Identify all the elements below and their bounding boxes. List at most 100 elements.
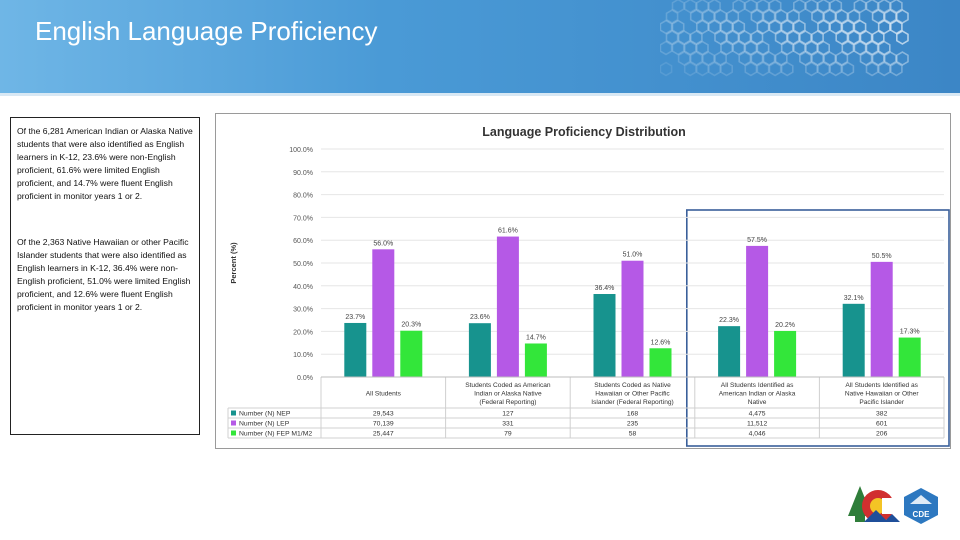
hexagon-decoration [660,19,673,35]
hexagon-decoration [853,0,867,14]
hexagon-decoration [695,40,709,56]
y-axis-label: Percent (%) [229,242,238,284]
hexagon-decoration [689,51,703,66]
hexagon-decoration [871,30,885,45]
bar-data-label: 51.0% [623,252,643,259]
hexagon-decoration [829,19,843,35]
hexagon-decoration [744,40,758,56]
bar-data-label: 20.2% [775,322,795,329]
hexagon-decoration [660,61,673,77]
hexagon-decoration [756,0,770,14]
bar-chart: Language Proficiency Distribution 0.0% 10.… [227,125,950,447]
hexagon-decoration [702,9,715,24]
hexagon-decoration [768,19,782,35]
legend-swatch [231,420,236,426]
hexagon-decoration [871,9,885,24]
hexagon-decoration [720,19,733,35]
bar-data-label: 50.5% [872,253,892,260]
hexagon-decoration [671,19,685,35]
bar [621,260,644,377]
mountain-icon [864,510,900,522]
bar [746,245,769,377]
bar [344,322,367,377]
cde-mountain-icon [910,495,932,504]
colorado-c-gap [882,498,896,514]
hexagon-decoration [714,9,727,24]
bar-data-label: 23.6% [470,314,490,321]
hexagon-decoration [793,19,806,35]
hexagon-decoration [756,61,770,77]
hexagon-decoration [890,0,903,14]
highlight-frame [685,209,950,447]
bar-data-label: 36.4% [595,285,615,292]
hexagon-decoration [896,30,909,45]
y-tick-label: 80.0% [293,193,313,200]
table-cell: 4,046 [749,431,766,438]
bar [842,303,865,377]
bar-data-label: 56.0% [373,240,393,247]
bar [593,294,616,377]
y-tick-label: 40.0% [293,284,313,291]
bar-data-label: 20.3% [401,322,421,329]
hexagon-decoration [774,30,788,45]
hexagon-decoration [896,51,909,66]
x-category-label: All Students Identified as American India… [719,382,796,406]
hexagon-decoration [883,51,897,66]
bar [400,330,423,377]
x-category-label: Students Coded as American Indian or Alas… [465,382,551,406]
table-cell: 235 [627,421,639,428]
hexagon-decoration [890,61,903,77]
hexagon-decoration [835,9,849,24]
hexagon-decoration [720,40,733,56]
chart-title: Language Proficiency Distribution [482,125,686,139]
hexagon-decoration [859,51,873,66]
hexagon-decoration [683,0,697,14]
summary-paragraph-pacific-islander: Of the 2,363 Native Hawaiian or other Pa… [17,237,191,312]
bar-data-label: 32.1% [844,295,864,302]
table-cell: 25,447 [373,431,394,438]
hexagon-decoration [738,51,752,66]
hexagon-decoration [896,9,909,24]
hexagon-decoration [793,0,806,14]
hexagon-decoration [714,51,727,66]
bar-data-label: 22.3% [719,317,739,324]
hexagon-decoration [805,0,818,14]
hexagon-decoration [817,61,830,77]
hexagon-decoration [865,0,879,14]
bar-data-label: 14.7% [526,334,546,341]
bar-data-label: 61.6% [498,228,518,235]
legend-entry: Number (N) FEP M1/M2 [239,431,312,438]
hexagon-decoration [835,51,849,66]
hexagon-decoration [811,9,824,24]
hexagon-decoration [841,61,855,77]
hexagon-decoration [877,0,891,14]
x-category-label: All Students Identified as Native Hawaiia… [845,382,919,406]
y-tick-label: 70.0% [293,215,313,222]
hexagon-decoration [683,61,697,77]
bar-data-label: 57.5% [747,237,767,244]
hexagon-decoration [823,51,837,66]
hexagon-decoration [877,61,891,77]
hexagon-decoration [883,9,897,24]
bar [774,330,797,377]
hexagon-decoration [750,9,764,24]
hexagon-decoration [817,0,830,14]
hexagon-decoration [695,0,709,14]
hexagon-decoration [793,40,806,56]
page-title: English Language Proficiency [35,16,378,46]
table-cell: 168 [627,411,639,418]
hexagon-decoration [683,40,697,56]
hexagon-decoration [768,0,782,14]
hexagon-decoration [708,19,721,35]
hexagon-decoration [756,19,770,35]
table-cell: 29,543 [373,411,394,418]
hexagon-decoration [677,30,691,45]
chart-container: Language Proficiency Distribution 0.0% 10.… [215,113,951,449]
bar [468,323,491,377]
cde-logo: CDE [904,488,938,524]
hexagon-decoration [677,51,691,66]
hexagon-decoration [660,40,673,56]
legend-entry: Number (N) NEP [239,411,291,418]
hexagon-decoration [823,9,837,24]
cde-logo-text: CDE [913,510,931,519]
